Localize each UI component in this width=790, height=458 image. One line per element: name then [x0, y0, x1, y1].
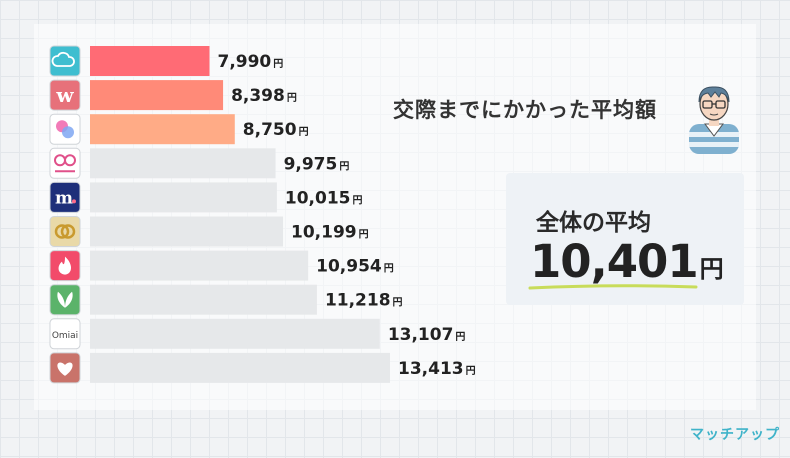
value-unit-label: 円 — [455, 331, 465, 343]
bar-row: m 10,015 円 — [49, 181, 363, 213]
value-label: 10,015 — [285, 188, 351, 208]
bar — [90, 46, 210, 76]
bar-row: 8,750 円 — [49, 113, 309, 145]
value-unit-label: 円 — [299, 126, 309, 138]
bar — [90, 216, 284, 247]
value-label: 11,218 — [325, 291, 391, 311]
value-label: 8,750 — [243, 120, 297, 140]
value-label: 10,954 — [316, 257, 382, 277]
svg-text:Omiai: Omiai — [52, 331, 78, 341]
bar — [90, 80, 224, 111]
leaves-icon — [49, 284, 81, 316]
cloud-p-icon-bg — [49, 45, 81, 77]
bar-row: Omiai 13,107 円 — [49, 318, 465, 350]
bar-row: 7,990 円 — [49, 45, 283, 77]
average-value-group: 10,401円 — [530, 235, 724, 288]
average-card: 全体の平均 10,401円 — [506, 173, 744, 305]
w-letter-icon: w — [49, 79, 81, 111]
value-unit-label: 円 — [287, 92, 297, 104]
bar-row: 11,218 円 — [49, 284, 403, 316]
heart-hand-icon — [49, 352, 81, 384]
leaves-icon-bg — [49, 284, 81, 316]
bar — [90, 250, 309, 281]
average-unit: 円 — [699, 255, 724, 283]
gold-rings-icon — [49, 216, 81, 247]
value-label: 13,413 — [398, 359, 464, 379]
value-unit-label: 円 — [393, 297, 403, 309]
bar-row: 10,199 円 — [49, 216, 369, 247]
value-label: 8,398 — [231, 86, 285, 106]
value-unit-label: 円 — [359, 229, 369, 241]
average-value: 10,401 — [530, 235, 699, 288]
bar — [90, 114, 235, 145]
highlight-underline — [528, 284, 698, 290]
value-unit-label: 円 — [339, 160, 349, 172]
gradient-drops-icon — [49, 113, 81, 145]
w-letter-icon-bg — [49, 79, 81, 111]
m-heart-icon-bg — [49, 181, 81, 213]
bar — [90, 318, 380, 349]
omiai-text-icon-bg — [49, 318, 81, 350]
bar — [90, 182, 277, 213]
brand-logo: マッチアップ — [690, 427, 780, 443]
bar — [90, 148, 276, 179]
svg-text:w: w — [55, 83, 74, 107]
bar-row: 13,413 円 — [49, 352, 476, 384]
ribbon-icon — [49, 147, 81, 179]
average-label: 全体の平均 — [536, 210, 651, 236]
chart-title: 交際までにかかった平均額 — [393, 98, 657, 122]
value-label: 7,990 — [217, 52, 271, 72]
value-label: 10,199 — [291, 223, 357, 243]
value-unit-label: 円 — [273, 58, 283, 70]
svg-text:m: m — [55, 188, 73, 208]
value-unit-label: 円 — [466, 365, 476, 377]
value-label: 13,107 — [388, 325, 454, 345]
value-unit-label: 円 — [384, 263, 394, 275]
person-icon — [689, 86, 739, 154]
flame-icon — [49, 250, 81, 282]
bar-row: 10,954 円 — [49, 250, 394, 282]
omiai-text-icon: Omiai — [49, 318, 81, 350]
bar-row: 9,975 円 — [49, 147, 349, 179]
bar — [90, 284, 317, 315]
gold-rings-icon-bg — [49, 216, 81, 247]
value-label: 9,975 — [284, 154, 338, 174]
bar-row: w 8,398 円 — [49, 79, 297, 111]
bar — [90, 352, 390, 383]
cloud-p-icon — [49, 45, 81, 77]
m-heart-icon: m — [49, 181, 81, 213]
value-unit-label: 円 — [353, 194, 363, 206]
